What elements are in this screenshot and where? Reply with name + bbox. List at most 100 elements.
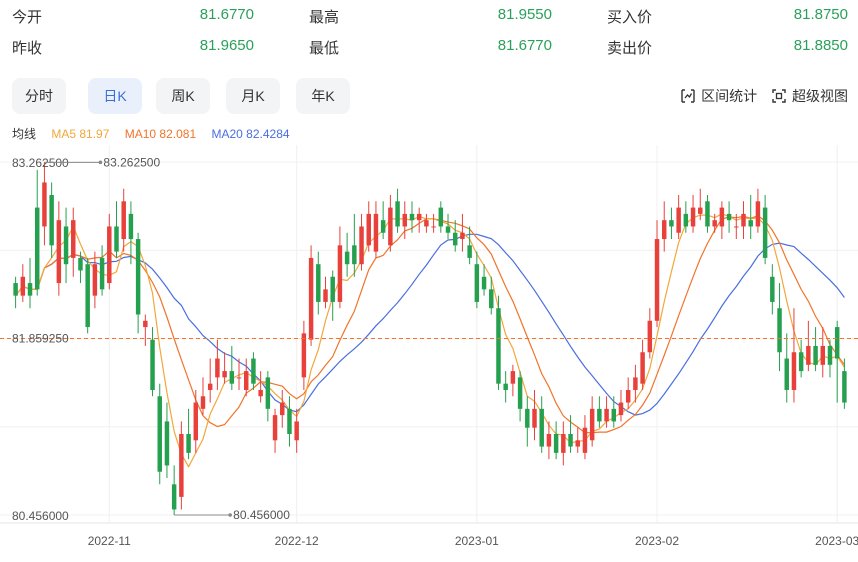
candle-body (517, 377, 523, 409)
tab-weekly-k[interactable]: 周K (156, 78, 210, 114)
candle-body (272, 415, 278, 441)
candle-body (633, 377, 638, 390)
candle-body (294, 421, 299, 441)
candle-body (359, 226, 364, 265)
candle-body (135, 239, 141, 315)
quote-row-2: 昨收 81.9650 最低 81.6770 卖出价 81.8850 (0, 37, 858, 67)
candle-body (330, 276, 335, 302)
super-view-button[interactable]: 超级视图 (771, 86, 848, 106)
prev-close-value: 81.9650 (199, 37, 254, 54)
bid-label: 买入价 (607, 9, 653, 26)
y-axis-max-label: 83.262500 (12, 156, 69, 170)
candle-body (13, 283, 18, 296)
candle-body (114, 226, 119, 252)
candle-body (416, 213, 422, 221)
candle-body (741, 213, 746, 227)
low-value: 81.6770 (497, 37, 552, 54)
max-marker-label: 83.262500 (103, 155, 160, 169)
candle-body (34, 207, 40, 290)
candle-body (827, 345, 833, 365)
y-axis-min-label: 80.456000 (12, 509, 69, 523)
candle-body (661, 220, 667, 240)
x-axis-label: 2023-02 (635, 534, 679, 548)
candle-body (222, 371, 227, 378)
candle-body (287, 408, 292, 434)
low-label: 最低 (309, 40, 340, 57)
x-axis-label: 2023-03 (815, 534, 858, 548)
x-axis-label: 2022-11 (88, 534, 131, 548)
candle-body (496, 308, 501, 384)
range-stats-button[interactable]: 区间统计 (680, 86, 757, 106)
candle-body (42, 182, 47, 227)
candle-body (690, 207, 696, 227)
candle-body (207, 383, 213, 390)
candle-body (676, 207, 681, 233)
candle-body (842, 371, 847, 403)
candle-body (63, 226, 69, 265)
candle-body (611, 408, 617, 422)
ma20-line (15, 233, 845, 416)
candle-body (215, 358, 220, 378)
candle-body (834, 327, 840, 359)
candle-body (193, 402, 199, 441)
candle-body (352, 245, 357, 265)
candle-body (243, 371, 249, 390)
candle-body (712, 220, 717, 227)
range-stats-icon (681, 89, 695, 103)
candle-body (92, 264, 98, 296)
x-axis-label: 2023-01 (455, 534, 499, 548)
ma5-legend: MA5 81.97 (51, 127, 110, 141)
candle-body (107, 226, 112, 284)
candle-body (553, 433, 559, 453)
candle-body (762, 207, 768, 258)
super-view-label: 超级视图 (792, 88, 848, 104)
candle-body (27, 283, 33, 296)
candle-body (265, 377, 271, 409)
candle-body (438, 207, 444, 227)
candle-body (734, 226, 739, 228)
chart-tools: 区间统计 超级视图 (670, 86, 848, 107)
candle-body (164, 421, 170, 466)
min-marker-label: 80.456000 (233, 508, 290, 522)
candle-body (380, 220, 386, 233)
candle-body (770, 276, 775, 302)
candle-body (373, 213, 379, 252)
candle-body (561, 433, 566, 453)
tab-intraday[interactable]: 分时 (12, 78, 66, 114)
fullscreen-icon (772, 89, 786, 103)
candle-body (409, 213, 415, 221)
candle-body (78, 257, 83, 271)
candle-body (236, 377, 242, 379)
candle-body (719, 207, 725, 227)
candle-body (258, 389, 263, 397)
candle-body (474, 264, 480, 302)
candle-body (813, 345, 818, 365)
candle-body (791, 352, 797, 390)
bid-value: 81.8750 (793, 6, 848, 23)
candle-body (597, 408, 602, 422)
range-stats-label: 区间统计 (701, 88, 758, 104)
candle-body (647, 320, 653, 353)
max-marker-dot (98, 160, 103, 165)
candle-body (121, 201, 126, 240)
candle-body (654, 239, 660, 321)
candle-body (71, 220, 76, 258)
candle-body (424, 220, 429, 227)
candle-body (489, 289, 494, 309)
candle-body (20, 276, 26, 296)
quote-panel: 今开 81.6770 最高 81.9550 买入价 81.8750 昨收 81.… (0, 0, 858, 70)
candle-body (755, 201, 761, 227)
candle-body (301, 333, 307, 378)
candle-body (510, 371, 516, 384)
min-marker-dot (228, 513, 232, 517)
x-axis-label: 2022-12 (275, 534, 319, 548)
candlestick-chart[interactable]: 83.262500 81.859250 80.456000 83.262500 80.4… (0, 145, 858, 562)
candle-body (402, 213, 408, 227)
candle-body (582, 427, 588, 453)
candle-body (200, 396, 206, 409)
tab-yearly-k[interactable]: 年K (296, 78, 350, 114)
candle-body (157, 396, 162, 472)
tab-daily-k[interactable]: 日K (88, 78, 142, 114)
tab-monthly-k[interactable]: 月K (226, 78, 280, 114)
ma20-legend: MA20 82.4284 (211, 127, 290, 141)
